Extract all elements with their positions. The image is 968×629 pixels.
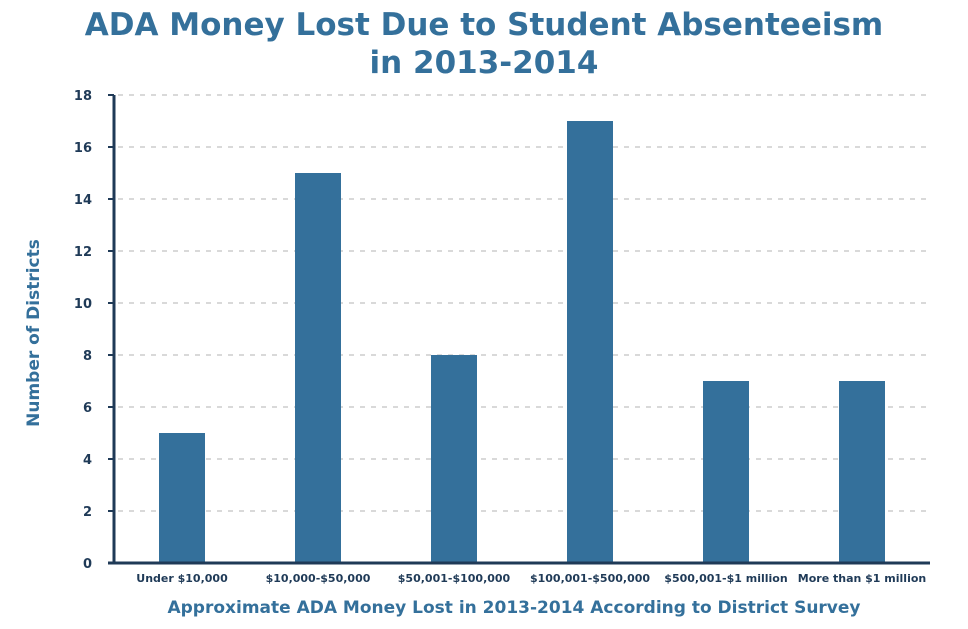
y-tick-label: 6 — [83, 401, 92, 416]
bar — [567, 121, 613, 563]
x-tick-labels: Under $10,000 $10,000-$50,000 $50,001-$100… — [136, 572, 926, 585]
axes — [108, 94, 930, 565]
chart-title-line-1: ADA Money Lost Due to Student Absenteeis… — [84, 7, 884, 43]
y-tick-label: 8 — [83, 349, 92, 364]
gridlines — [118, 94, 930, 512]
y-tick-label: 16 — [74, 141, 92, 156]
bars — [159, 121, 885, 563]
chart-title: ADA Money Lost Due to Student Absenteeis… — [0, 6, 968, 82]
bar — [839, 381, 885, 563]
y-tick-label: 2 — [83, 505, 92, 520]
y-axis-title: Number of Districts — [24, 239, 44, 427]
x-tick-label: More than $1 million — [798, 572, 926, 585]
x-tick-label: $500,001-$1 million — [664, 572, 787, 585]
y-tick-label: 4 — [83, 453, 92, 468]
y-tick-labels: 0 2 4 6 8 10 12 14 16 18 — [74, 89, 92, 572]
x-tick-label: $50,001-$100,000 — [398, 572, 511, 585]
y-tick-label: 10 — [74, 297, 92, 312]
y-tick-label: 12 — [74, 245, 92, 260]
bar — [159, 433, 205, 563]
y-tick-label: 0 — [83, 557, 92, 572]
y-tick-label: 18 — [74, 89, 92, 104]
y-tick-label: 14 — [74, 193, 92, 208]
x-tick-label: $10,000-$50,000 — [266, 572, 371, 585]
x-tick-label: Under $10,000 — [136, 572, 228, 585]
x-axis-title: Approximate ADA Money Lost in 2013-2014 … — [167, 598, 860, 618]
x-tick-label: $100,001-$500,000 — [530, 572, 650, 585]
bar — [703, 381, 749, 563]
chart-title-line-2: in 2013-2014 — [369, 45, 599, 81]
bar — [295, 173, 341, 563]
bar — [431, 355, 477, 563]
